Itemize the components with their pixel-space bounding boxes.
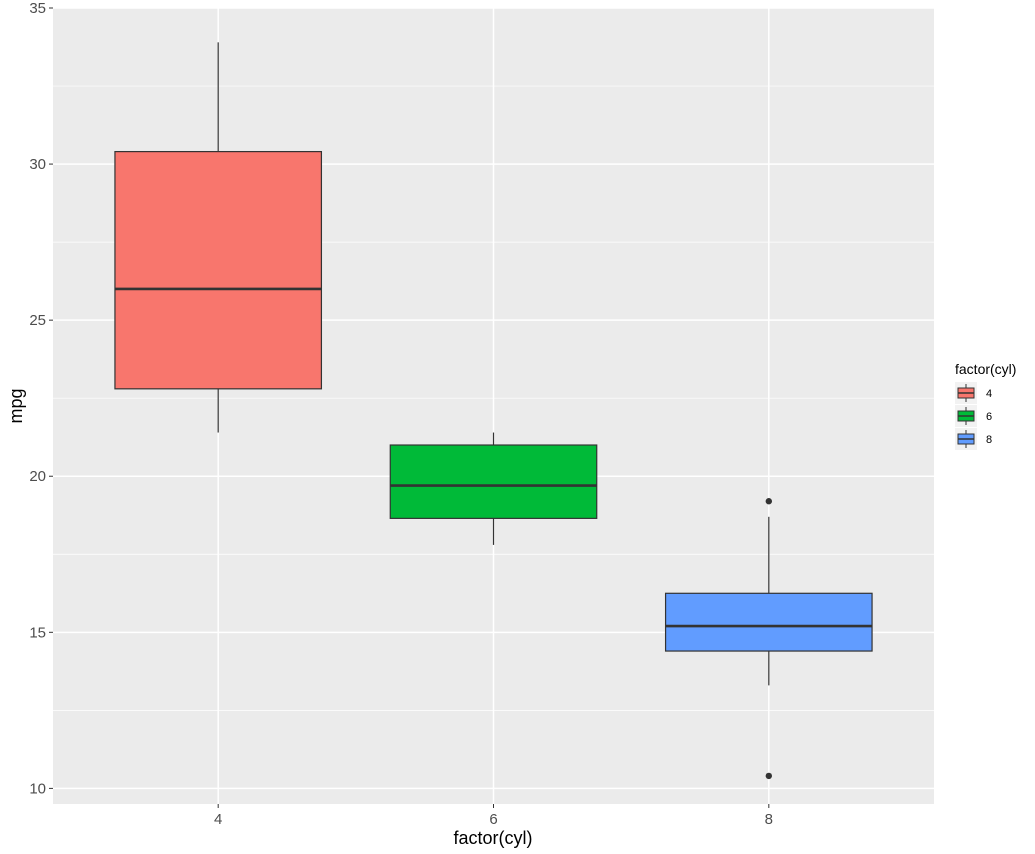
y-tick-label: 30: [29, 156, 46, 173]
y-tick-label: 15: [29, 624, 46, 641]
y-tick-label: 25: [29, 312, 46, 329]
box-4: [114, 42, 323, 433]
x-axis: 4 6 8: [214, 804, 773, 828]
box-8: [664, 498, 873, 780]
y-axis-title: mpg: [6, 388, 26, 423]
legend-item-6: 6: [955, 405, 992, 427]
legend-item-4: 4: [955, 382, 992, 404]
outlier-point: [765, 772, 773, 780]
x-tick-label: 4: [214, 811, 222, 828]
y-tick-label: 35: [29, 0, 46, 17]
legend-item-8: 8: [955, 428, 992, 450]
legend-label: 6: [986, 411, 992, 423]
box-6: [389, 432, 598, 545]
y-tick-label: 20: [29, 468, 46, 485]
y-axis: 10 15 20 25 30 35: [29, 0, 53, 797]
x-tick-label: 8: [765, 811, 773, 828]
legend-title: factor(cyl): [955, 361, 1016, 377]
legend-label: 4: [986, 388, 992, 400]
outlier-point: [765, 498, 773, 505]
legend: factor(cyl) 4 6 8: [955, 361, 1016, 450]
box-iqr: [664, 592, 873, 652]
legend-label: 8: [986, 434, 992, 446]
box-iqr: [389, 444, 598, 519]
y-tick-label: 10: [29, 780, 46, 797]
x-axis-title: factor(cyl): [453, 828, 532, 848]
boxes-layer: [114, 42, 873, 780]
x-tick-label: 6: [489, 811, 497, 828]
box-iqr: [114, 150, 323, 390]
